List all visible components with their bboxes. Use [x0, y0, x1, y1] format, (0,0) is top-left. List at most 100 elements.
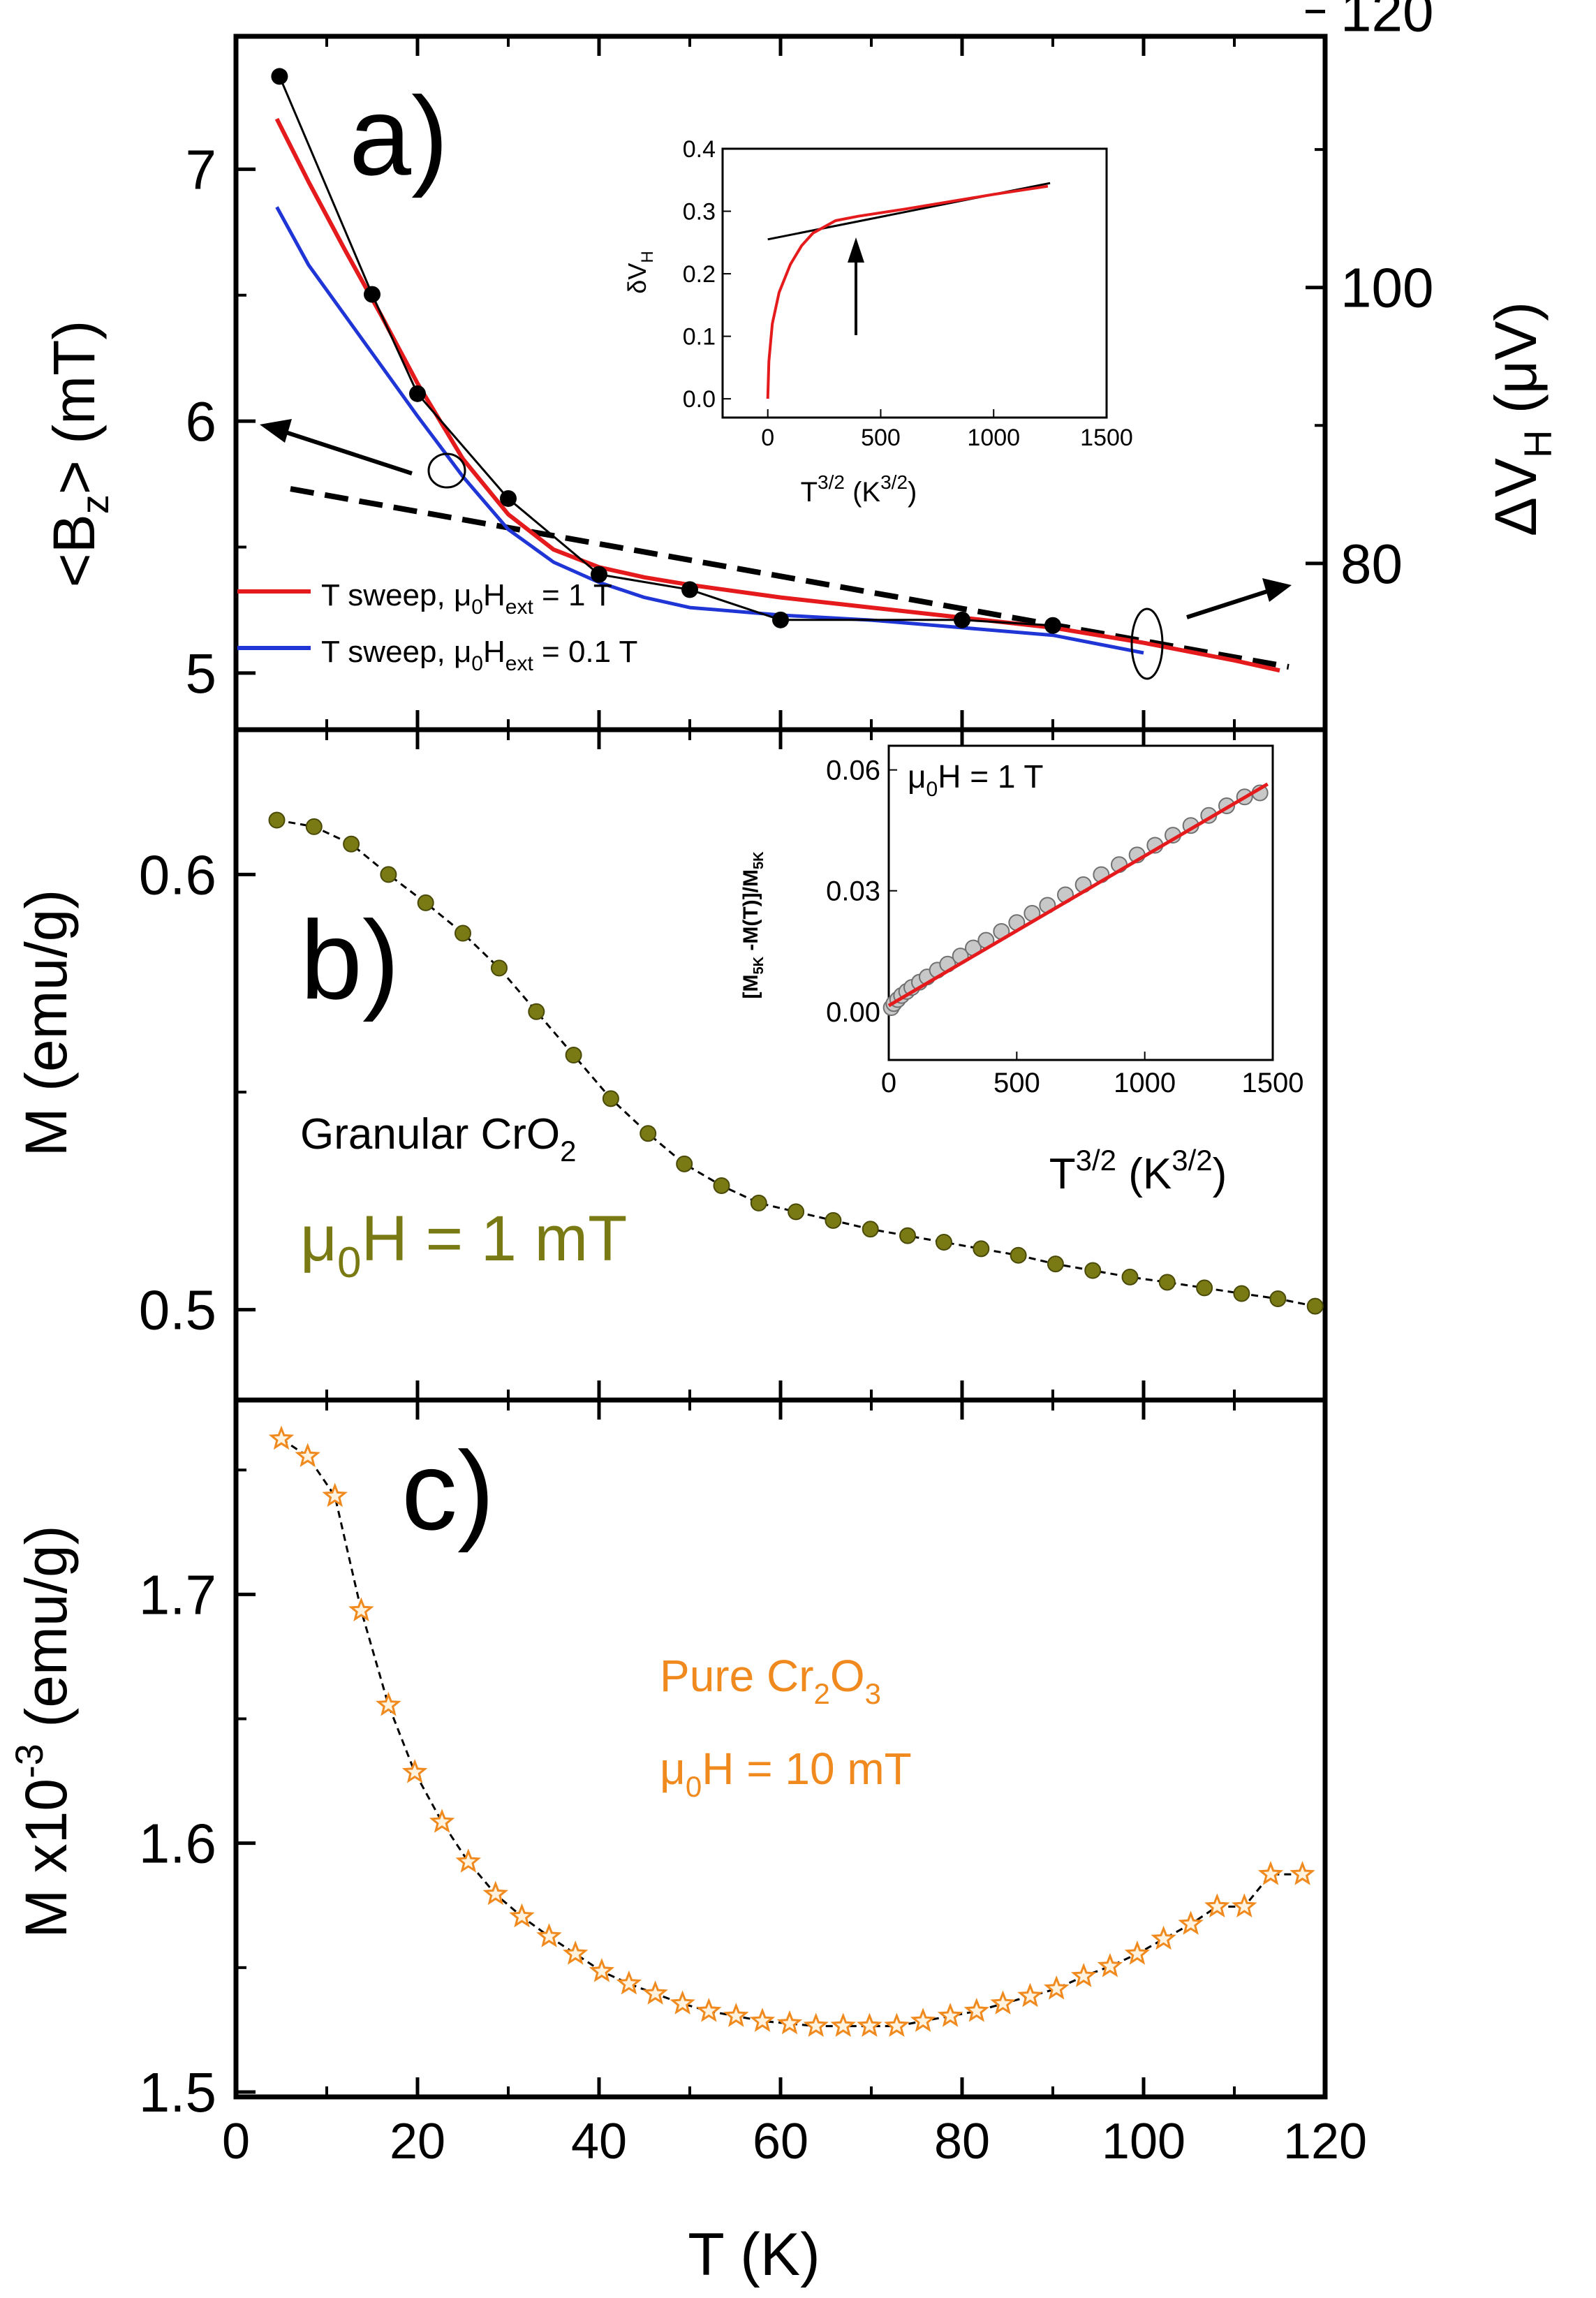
panel-b-inset: 0.00 0.03 0.06 0 500 1000 1500: [826, 744, 1303, 1098]
panel-c-ytick-label: 1.7: [139, 1563, 216, 1626]
panel-c-data-star: [776, 2010, 803, 2035]
panel-c-data-star: [1178, 1910, 1204, 1935]
panel-b-data-point: [1121, 1268, 1139, 1286]
inset-a-frame: [721, 147, 1108, 419]
right-axis-arrow-shaft: [1186, 589, 1270, 619]
inset-b-ytick-label: 0.00: [826, 997, 880, 1028]
panel-b-letter: b): [300, 897, 399, 1022]
panel-c-data-star: [1017, 1982, 1043, 2008]
panel-c-data-star: [1097, 1952, 1123, 1977]
inset-b-xtick-label: 0: [881, 1068, 896, 1098]
panel-c-data-star: [749, 2008, 776, 2032]
panel-c-data-star: [670, 1990, 695, 2015]
inset-a-ytick-label: 0.1: [683, 324, 716, 351]
panel-b-data-point: [528, 1003, 545, 1020]
inset-b-xlabel: T3/2 (K3/2): [1049, 1144, 1227, 1198]
panel-c-data-star: [1124, 1940, 1151, 1965]
panel-b-ytick-label: 0.5: [139, 1279, 216, 1341]
hall-voltage-point: [591, 566, 607, 583]
panel-c-data-star: [589, 1958, 615, 1982]
right-axis-arrow-head: [1262, 578, 1292, 602]
x-tick-label: 60: [753, 2114, 808, 2170]
x-tick-label: 120: [1283, 2114, 1367, 2170]
panel-b-data-point: [602, 1090, 619, 1107]
panel-c-data-star: [830, 2012, 856, 2038]
inset-a-ytick-label: 0.4: [683, 136, 716, 163]
panel-c-data-star: [509, 1903, 535, 1928]
panel-c-data-star: [322, 1482, 348, 1508]
inset-b-ytick-label: 0.06: [826, 756, 880, 786]
panel-c-data-star: [1232, 1893, 1257, 1918]
inset-a-xtick-label: 500: [861, 425, 901, 451]
panel-c-data-star: [990, 1990, 1016, 2015]
hall-voltage-point: [772, 611, 789, 628]
x-tick-label: 20: [390, 2114, 445, 2170]
hall-voltage-point: [409, 385, 426, 402]
inset-a-xtick-label: 1500: [1080, 425, 1133, 451]
panel-b-data-point: [1269, 1290, 1287, 1308]
panel-c-data-star: [1204, 1893, 1230, 1918]
panel-b-data-point: [862, 1221, 879, 1238]
panel-c-sample-label: Pure Cr2O3: [660, 1651, 881, 1710]
panel-c-data-star: [1257, 1861, 1284, 1885]
x-axis-label: T (K): [688, 2221, 820, 2288]
panel-c-data-star: [803, 2012, 829, 2038]
panel-b-data-point: [1010, 1246, 1027, 1264]
hall-voltage-point: [681, 581, 698, 598]
inset-a-xlabel: T3/2 (K3/2): [801, 471, 917, 508]
inset-b-ytick-label: 0.03: [826, 876, 880, 907]
panel-c-data-star: [536, 1923, 562, 1947]
blue-sweep-curve: [275, 206, 1144, 655]
panel-b-data-point: [750, 1194, 767, 1211]
panel-c-data-star: [268, 1425, 295, 1450]
panel-b-data-point: [640, 1125, 657, 1142]
inset-b-ylabel: [M5K -M(T)]/M5K: [739, 851, 767, 999]
panel-a-inset: 0.0 0.1 0.2 0.3 0.4 0 500 1000 1500: [683, 136, 1133, 451]
panel-c-data-star: [910, 2008, 936, 2032]
panel-b-ylabel: M (emu/g): [13, 890, 79, 1157]
panel-c-data-star: [401, 1758, 428, 1783]
panel-c-data-star: [642, 1980, 668, 2005]
x-tick-label: 80: [934, 2114, 990, 2170]
panel-b-data-point: [1306, 1297, 1324, 1315]
left-axis-arrow-head: [260, 419, 292, 443]
panel-c-data-star: [482, 1880, 509, 1906]
inset-a-xtick-label: 1000: [967, 425, 1020, 451]
panel-c: 0 20 40 60 80 100 120 1.5 1.6 1.7 c) M x10-3 (emu…: [7, 1397, 1367, 2170]
inset-b-xtick-label: 1000: [1114, 1068, 1176, 1098]
panel-b-data-point: [1158, 1274, 1176, 1291]
panel-b-data-point: [973, 1240, 990, 1258]
legend-label-red: T sweep, μ0Hext = 1 T: [321, 578, 612, 619]
panel-b-data-point: [1047, 1255, 1064, 1273]
panel-c-data-star: [963, 1998, 990, 2022]
inset-a-ytick-label: 0.0: [683, 386, 716, 413]
panel-b-field-label: μ0H = 1 mT: [300, 1203, 627, 1287]
panel-c-data-star: [884, 2012, 910, 2038]
panel-c-data-star: [937, 2003, 963, 2027]
panel-c-data-star: [857, 2012, 882, 2038]
panel-c-field-label: μ0H = 10 mT: [660, 1744, 912, 1803]
panel-c-data-star: [1151, 1925, 1176, 1950]
inset-b-note: μ0H = 1 T: [908, 758, 1043, 801]
inset-a-crossover-arrow-head: [848, 237, 864, 263]
panel-a: 5 6 7 80 100 120 a) <Bz> (mT) ΔVH (μV) T swee…: [41, 0, 1560, 732]
panel-c-dashed-line: [281, 1438, 1303, 2028]
panel-a-left-ytick-label: 6: [186, 390, 217, 452]
right-axis-ellipse: [1130, 607, 1164, 680]
panel-c-data-star: [348, 1597, 374, 1622]
left-axis-ellipse: [427, 452, 466, 489]
inset-a-ytick-label: 0.3: [683, 199, 716, 226]
panel-c-ytick-label: 1.5: [139, 2061, 216, 2123]
inset-a-ytick-label: 0.2: [683, 261, 716, 288]
hall-voltage-point: [271, 68, 288, 85]
panel-a-right-ylabel: ΔVH (μV): [1483, 302, 1560, 536]
panel-b-data-point: [343, 835, 360, 853]
panel-a-right-ytick-label: 120: [1340, 0, 1433, 43]
panel-c-data-star: [723, 2003, 749, 2027]
panel-b-data-point: [825, 1211, 842, 1229]
panel-b-dashed-line: [276, 819, 1315, 1308]
panel-a-legend: T sweep, μ0Hext = 1 T T sweep, μ0Hext = …: [237, 578, 637, 675]
panel-a-right-ytick-label: 80: [1340, 533, 1403, 595]
panel-a-plot: 5 6 7 80 100 120: [186, 0, 1433, 732]
